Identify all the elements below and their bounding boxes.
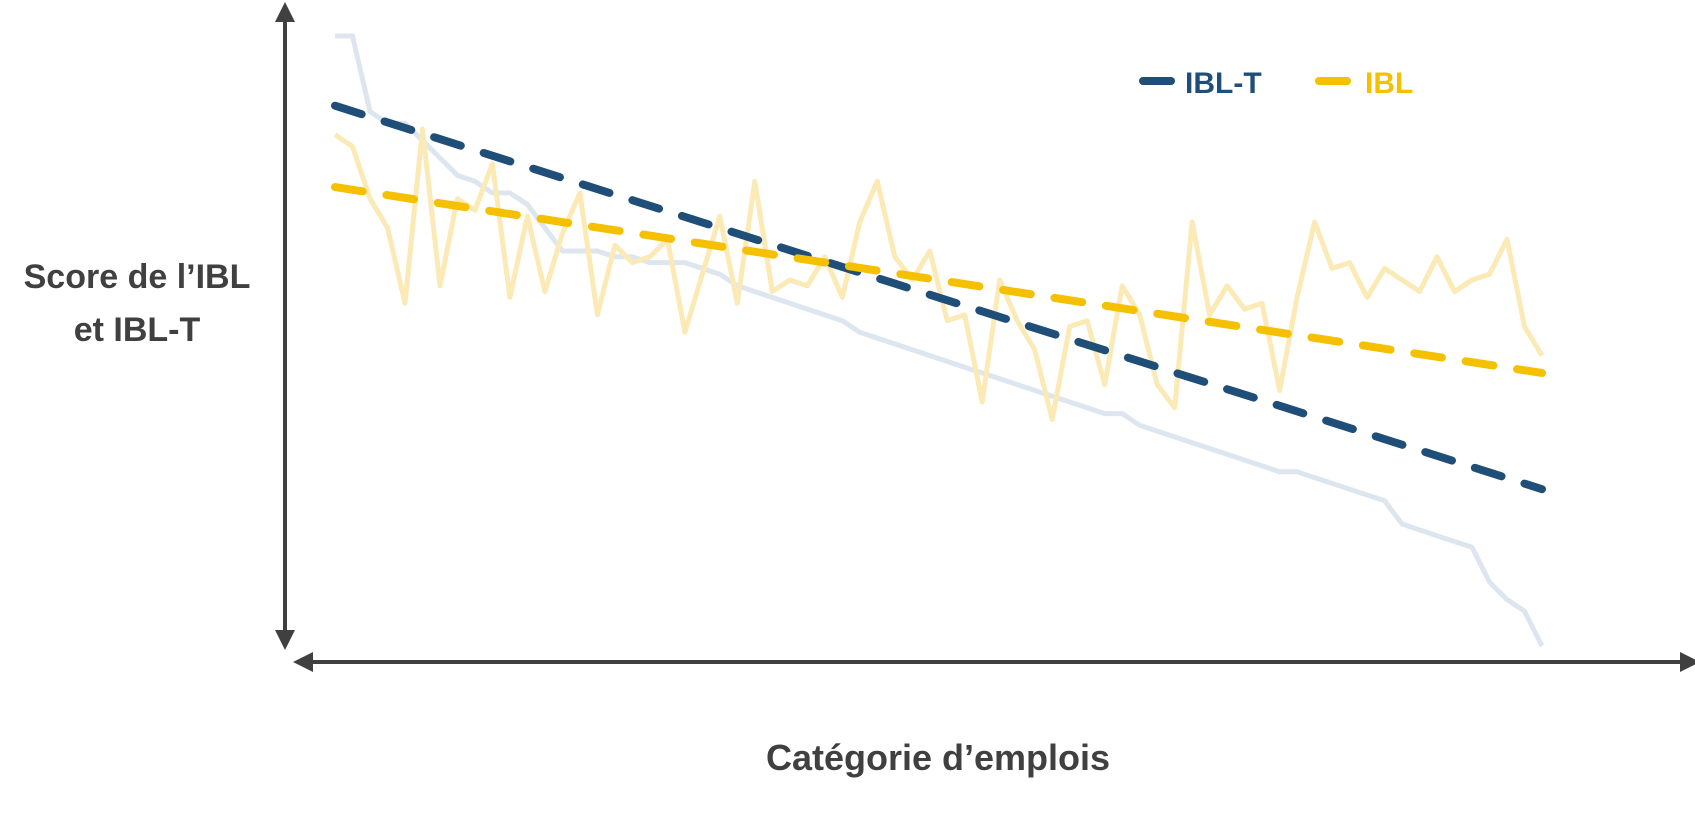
legend: IBL-T IBL: [1139, 67, 1413, 100]
legend-item-ibl-t: IBL-T: [1139, 67, 1262, 100]
trendline-ibl: [331, 183, 1546, 377]
y-axis-label-line-2: et IBL-T: [74, 311, 201, 349]
legend-label-ibl-t: IBL-T: [1185, 67, 1262, 100]
raw-series-line-2: [333, 126, 1545, 422]
x-axis-label: Catégorie d’emplois: [766, 737, 1110, 778]
trendline-ibl-t: [331, 101, 1546, 494]
y-axis-label-line-1: Score de l’IBL: [24, 258, 251, 296]
trendline-group: [331, 101, 1546, 494]
raw-series-line-1: [335, 33, 1545, 648]
legend-item-ibl: IBL: [1315, 67, 1413, 100]
legend-label-ibl: IBL: [1365, 67, 1413, 100]
raw-series-group: [333, 33, 1545, 648]
